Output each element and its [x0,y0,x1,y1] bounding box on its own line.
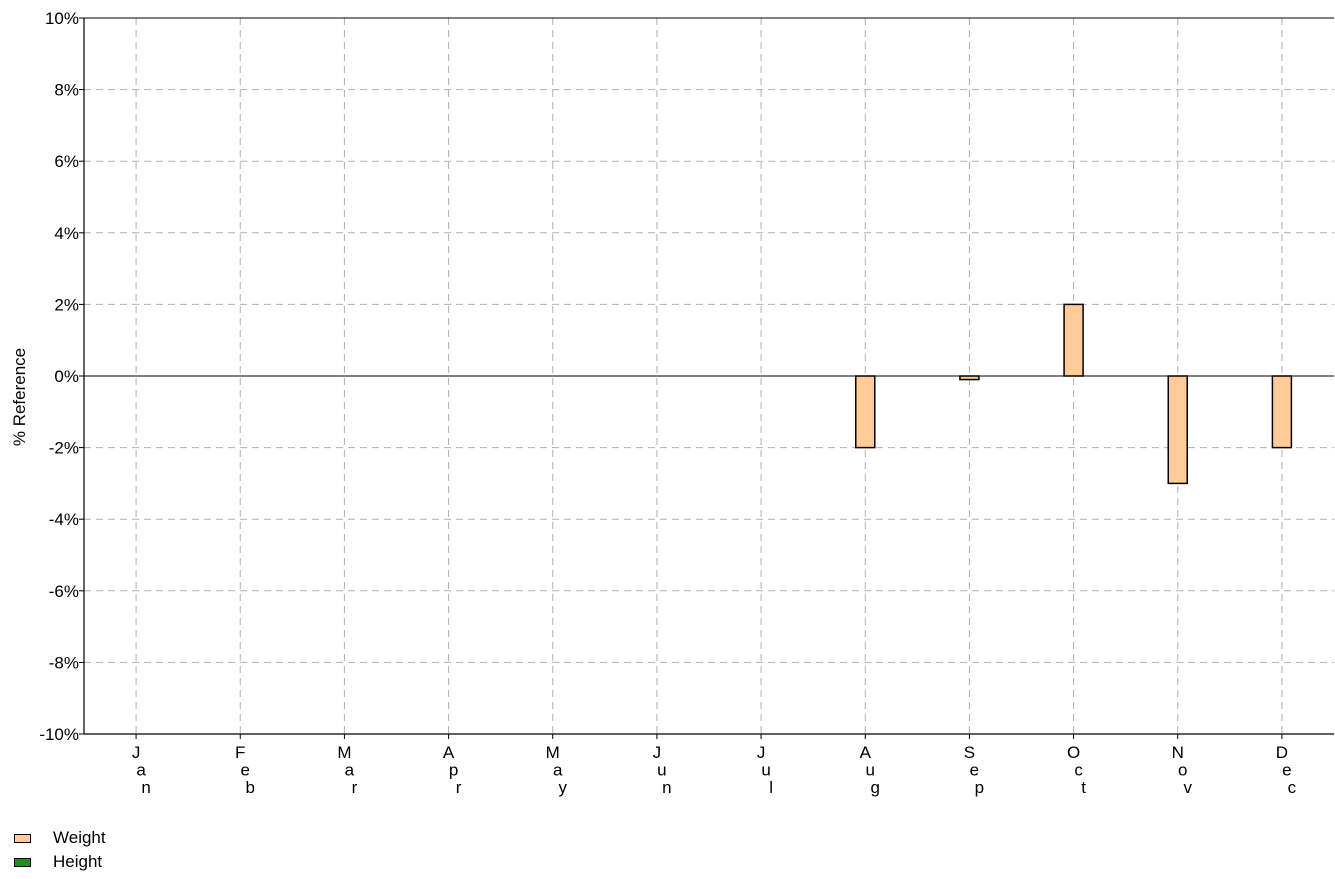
bar-weight-aug [855,375,876,449]
legend-label-height: Height [53,852,103,871]
legend-label-weight: Weight [53,828,106,847]
bar-weight-sep [959,375,980,381]
y-tick-label: 10% [45,9,79,28]
legend-swatch-height [14,857,31,867]
y-tick-label: 2% [54,295,79,314]
y-tick-label: -2% [49,439,79,458]
y-tick-label: 4% [54,224,79,243]
y-tick-label: -10% [39,725,79,744]
y-tick-label: 0% [54,367,79,386]
legend-item-weight: Weight [14,826,106,850]
axes [83,17,1334,735]
legend-item-height: Height [14,850,106,874]
bar-weight-nov [1167,375,1188,485]
bar-weight-oct [1063,303,1084,377]
legend-swatch-weight [14,833,31,843]
bars [855,303,1293,485]
legend: Weight Height [14,826,106,874]
y-tick-label: 8% [54,81,79,100]
y-tick-label: -4% [49,510,79,529]
y-axis-label: % Reference [10,348,29,446]
y-ticks: 10% 8% 6% 4% 2% 0% -2% -4% -6% -8% -10% [39,9,84,744]
y-tick-label: -6% [49,582,79,601]
y-tick-label: 6% [54,152,79,171]
bar-weight-dec [1271,375,1293,449]
y-tick-label: -8% [49,653,79,672]
